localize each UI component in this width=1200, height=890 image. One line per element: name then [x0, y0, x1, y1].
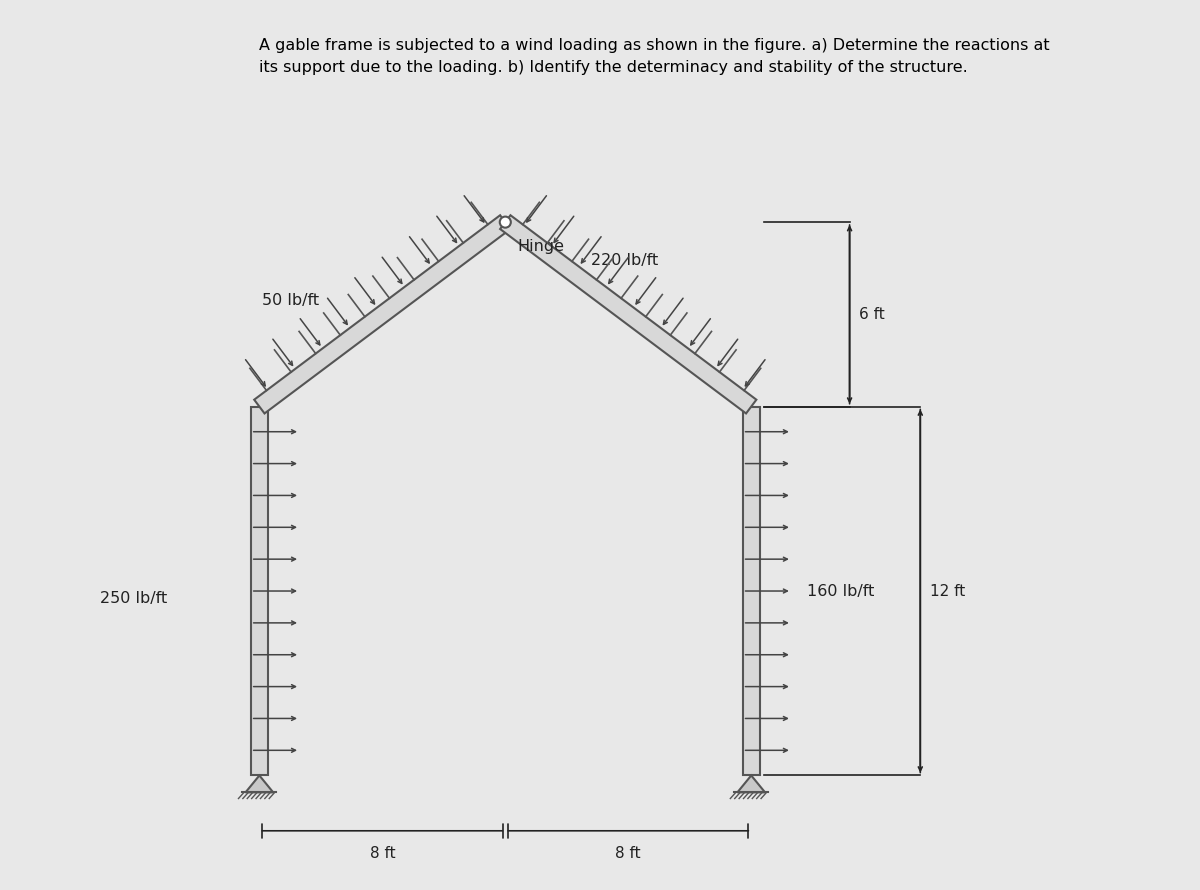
Text: Hinge: Hinge — [517, 239, 564, 254]
Polygon shape — [737, 775, 766, 792]
Polygon shape — [251, 407, 268, 775]
Text: 8 ft: 8 ft — [370, 846, 395, 862]
Polygon shape — [500, 215, 756, 414]
Circle shape — [499, 216, 511, 228]
Text: its support due to the loading. b) Identify the determinacy and stability of the: its support due to the loading. b) Ident… — [259, 60, 968, 75]
Text: A gable frame is subjected to a wind loading as shown in the figure. a) Determin: A gable frame is subjected to a wind loa… — [259, 38, 1050, 53]
Text: 6 ft: 6 ft — [859, 307, 884, 322]
Text: 12 ft: 12 ft — [930, 584, 965, 598]
Text: 8 ft: 8 ft — [616, 846, 641, 862]
Polygon shape — [246, 775, 274, 792]
Polygon shape — [743, 407, 760, 775]
Polygon shape — [254, 215, 510, 414]
Text: 220 lb/ft: 220 lb/ft — [592, 254, 659, 268]
Text: 50 lb/ft: 50 lb/ft — [262, 293, 319, 308]
Text: 160 lb/ft: 160 lb/ft — [806, 584, 874, 598]
Text: 250 lb/ft: 250 lb/ft — [100, 591, 167, 606]
